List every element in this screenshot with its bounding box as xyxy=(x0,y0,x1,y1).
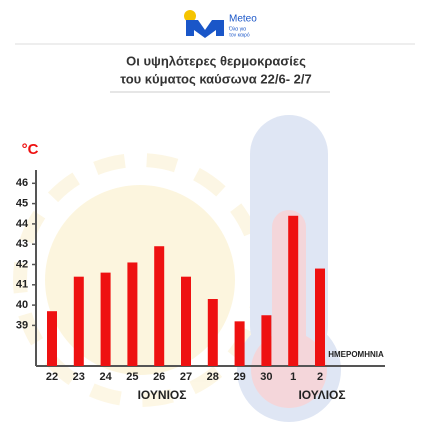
month-label: ΙΟΥΝΙΟΣ xyxy=(138,388,187,402)
x-tick-label: 26 xyxy=(153,371,165,383)
x-tick-label: 1 xyxy=(290,371,296,383)
bar xyxy=(100,272,111,366)
x-tick-label: 28 xyxy=(207,371,219,383)
x-tick-label: 2 xyxy=(317,371,323,383)
bar xyxy=(154,246,165,366)
x-tick-label: 27 xyxy=(180,371,192,383)
y-tick-label: 39 xyxy=(16,319,28,331)
logo: Meteo Όλα για τον καιρό xyxy=(184,10,257,38)
bar xyxy=(127,262,138,366)
y-tick-label: 40 xyxy=(16,299,28,311)
x-tick-label: 22 xyxy=(46,371,58,383)
bar xyxy=(234,321,245,366)
bar xyxy=(181,276,191,366)
y-tick-label: 46 xyxy=(16,177,28,189)
x-tick-label: 29 xyxy=(233,371,245,383)
y-tick-label: 43 xyxy=(16,238,28,250)
x-axis-label: ΗΜΕΡΟΜΗΝΙΑ xyxy=(328,350,384,359)
bar xyxy=(288,215,299,366)
y-unit: °C xyxy=(22,141,39,158)
logo-tagline: τον καιρό xyxy=(229,31,250,38)
chart-title: του κύματος καύσωνα 22/6- 2/7 xyxy=(120,71,311,86)
y-tick-label: 45 xyxy=(16,198,28,210)
y-tick-label: 44 xyxy=(16,218,29,230)
logo-tagline: Όλα για xyxy=(228,26,246,32)
month-label: ΙΟΥΛΙΟΣ xyxy=(298,388,345,402)
x-tick-label: 24 xyxy=(99,371,112,383)
bar xyxy=(207,299,218,366)
logo-name: Meteo xyxy=(229,14,257,25)
chart-title: Οι υψηλότερες θερμοκρασίες xyxy=(126,53,306,68)
x-tick-label: 25 xyxy=(126,371,138,383)
bar xyxy=(73,276,84,366)
bar xyxy=(47,311,57,366)
y-tick-label: 41 xyxy=(16,279,28,291)
x-tick-label: 23 xyxy=(73,371,85,383)
bar xyxy=(261,315,272,366)
y-tick-label: 42 xyxy=(16,258,28,270)
bar xyxy=(315,268,325,366)
x-tick-label: 30 xyxy=(260,371,272,383)
